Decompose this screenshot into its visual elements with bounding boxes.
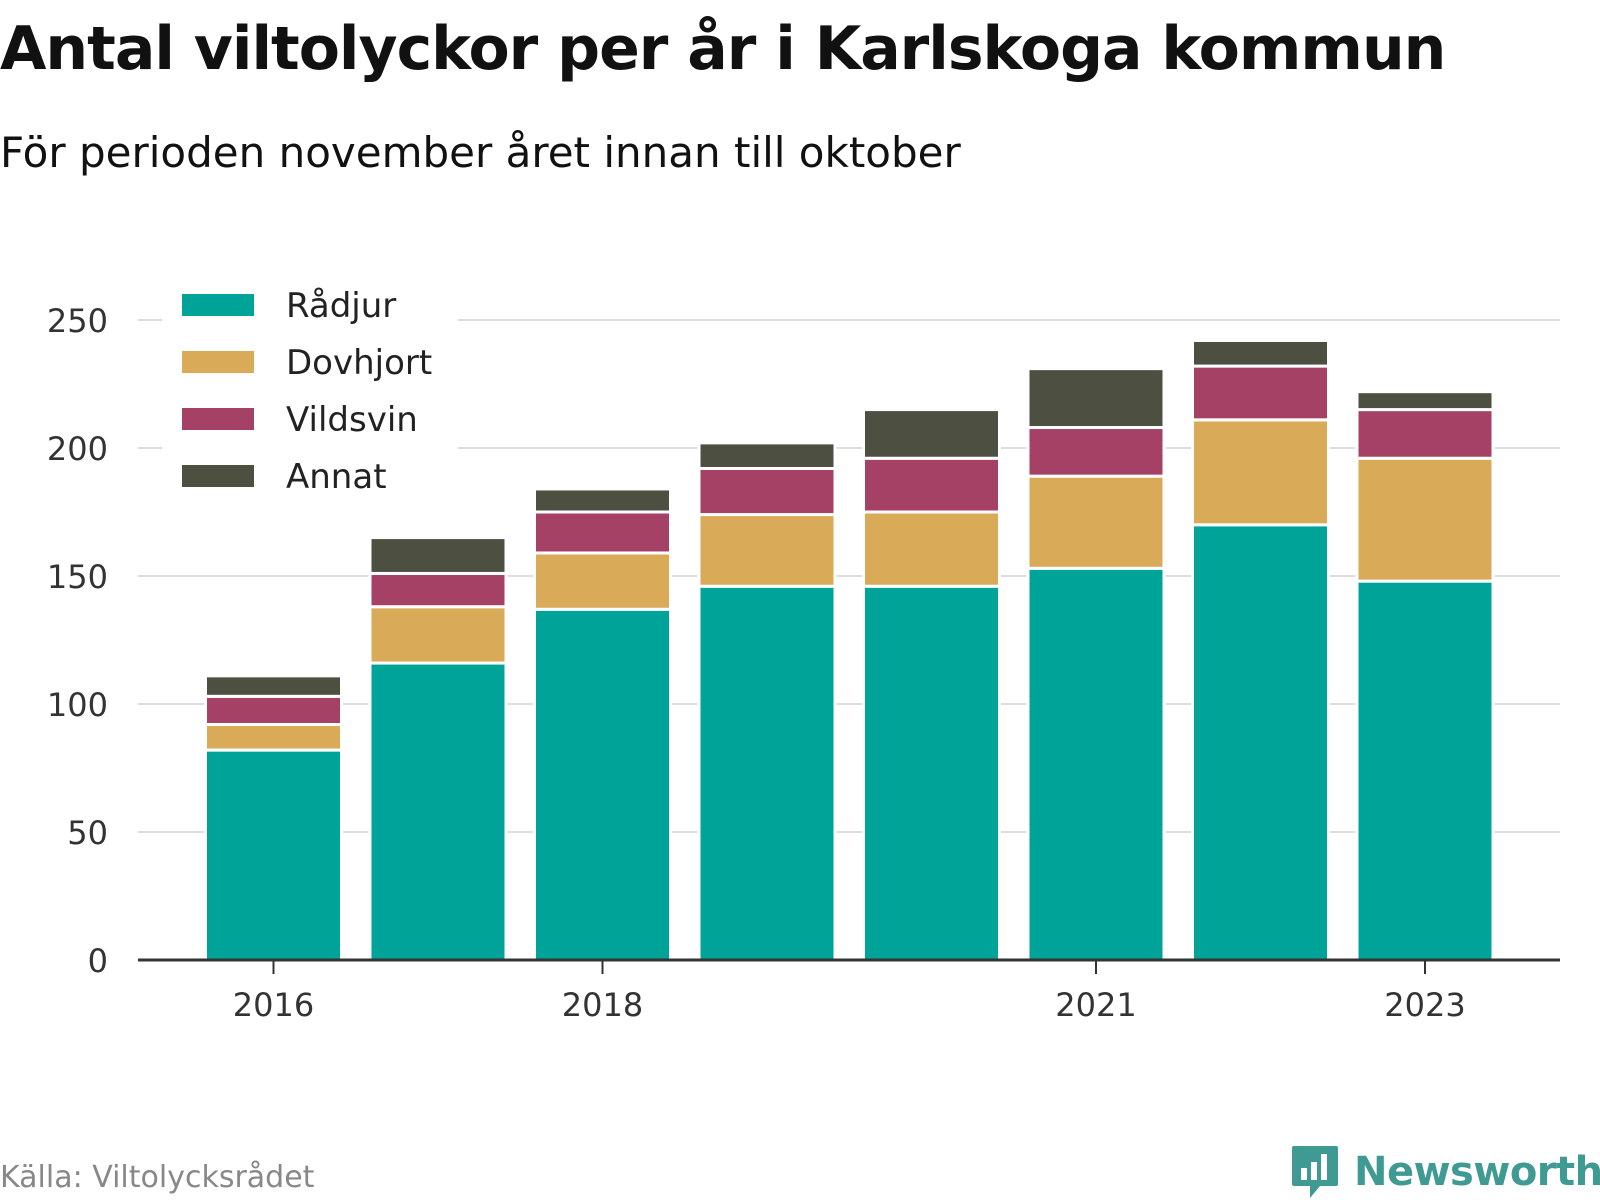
bar-segment <box>697 441 837 470</box>
stacked-bar-chart: 0 50 100 150 200 250 2016 2018 2021 2023 Rådjur Dov… <box>46 286 1560 1024</box>
bar-segment <box>862 456 1001 514</box>
bar-segment <box>368 661 508 962</box>
y-tick-label: 50 <box>67 814 108 852</box>
bar-segment <box>1355 390 1495 412</box>
x-tick-label: 2021 <box>1055 986 1136 1024</box>
bar-segment <box>697 466 837 517</box>
y-tick-label: 150 <box>47 558 108 596</box>
legend-label: Vildsvin <box>286 400 418 440</box>
bar-segment <box>697 513 837 588</box>
bar-segment <box>697 584 837 962</box>
bar-segment <box>368 536 508 575</box>
bar-segment <box>1355 456 1495 583</box>
bar-segment <box>368 605 508 665</box>
bar-segment <box>204 694 343 726</box>
bar-segment <box>204 722 343 752</box>
y-tick-label: 200 <box>47 430 108 468</box>
y-tick-label: 0 <box>88 942 108 980</box>
bar-segment <box>533 510 672 555</box>
bar-segment <box>862 510 1001 588</box>
brand-name: Newsworthy <box>1354 1149 1600 1195</box>
bar-segment <box>1355 579 1495 962</box>
bar-segment <box>1191 364 1330 422</box>
x-tick-label: 2016 <box>233 986 314 1024</box>
bar-segment <box>533 487 672 514</box>
bar-segment <box>368 571 508 609</box>
x-tick-label: 2018 <box>562 986 643 1024</box>
bar-segment <box>204 674 343 698</box>
bar-segment <box>862 584 1001 962</box>
bar-segment <box>1026 474 1166 570</box>
brand-logo: Newsworthy <box>1290 1142 1600 1202</box>
newsworthy-logo-icon <box>1292 1146 1338 1198</box>
bar-segment <box>1191 338 1330 368</box>
bar-segment <box>1355 408 1495 460</box>
legend-swatch <box>182 408 254 430</box>
x-tick-label: 2023 <box>1384 986 1465 1024</box>
chart-title: Antal viltolyckor per år i Karlskoga kom… <box>0 14 1446 84</box>
bar-segment <box>533 551 672 611</box>
bar-segment <box>862 408 1001 460</box>
legend-swatch <box>182 465 254 487</box>
legend-swatch <box>182 351 254 373</box>
y-tick-label: 250 <box>47 302 108 340</box>
legend-swatch <box>182 294 254 316</box>
bar-segment <box>1026 566 1166 962</box>
legend-label: Rådjur <box>286 286 396 326</box>
legend-label: Annat <box>286 457 387 497</box>
legend-label: Dovhjort <box>286 343 432 383</box>
bar-segment <box>1191 523 1330 962</box>
bar-segment <box>1191 418 1330 527</box>
bar-segment <box>1026 426 1166 478</box>
chart-subtitle: För perioden november året innan till ok… <box>0 128 961 177</box>
bar-segment <box>1026 367 1166 430</box>
bar-segment <box>204 748 343 962</box>
y-tick-label: 100 <box>47 686 108 724</box>
source-note: Källa: Viltolycksrådet <box>0 1160 315 1195</box>
bar-segment <box>533 607 672 962</box>
